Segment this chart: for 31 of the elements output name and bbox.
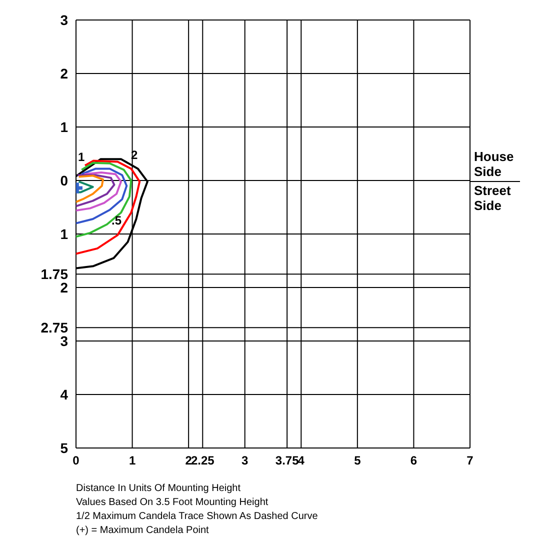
line-series [76,162,132,238]
x-tick-label: 0 [72,454,80,468]
x-tick-label: 3 [242,454,249,468]
line-series [76,174,116,208]
x-tick-label: 7 [466,454,474,468]
x-tick-label: 2 [185,454,192,468]
y-tick-label: 0 [60,172,68,188]
x-tick-label: 2.25 [190,454,215,468]
x-tick-label: 5 [354,454,362,468]
text: Distance In Units Of Mounting Height [76,482,242,496]
annotation: 1 [78,150,85,164]
text: Street Side [474,182,512,212]
y-tick-label: 1 [60,226,68,242]
text: 1/2 Maximum Candela Trace Shown As Dashed Curve [76,510,319,524]
line-series [76,168,128,224]
line-series [76,174,104,203]
x-tick-label: 4 [298,454,305,468]
text: (+) = Maximum Candela Point [76,524,210,538]
line-series [76,160,141,255]
y-tick-label: 2 [60,65,68,82]
y-tick-label: 1 [60,118,68,135]
annotation: .5 [112,214,122,228]
y-tick-label: 3 [60,12,68,28]
y-tick-label: 5 [60,440,68,456]
x-tick-label: 1 [128,454,136,468]
x-tick-label: 6 [410,454,418,468]
y-tick-label: 4 [60,386,68,402]
line-series [76,171,122,212]
text: House Side [474,148,515,178]
x-tick-label: 3.75 [275,454,300,468]
text: Values Based On 3.5 Foot Mounting Height [76,496,270,510]
